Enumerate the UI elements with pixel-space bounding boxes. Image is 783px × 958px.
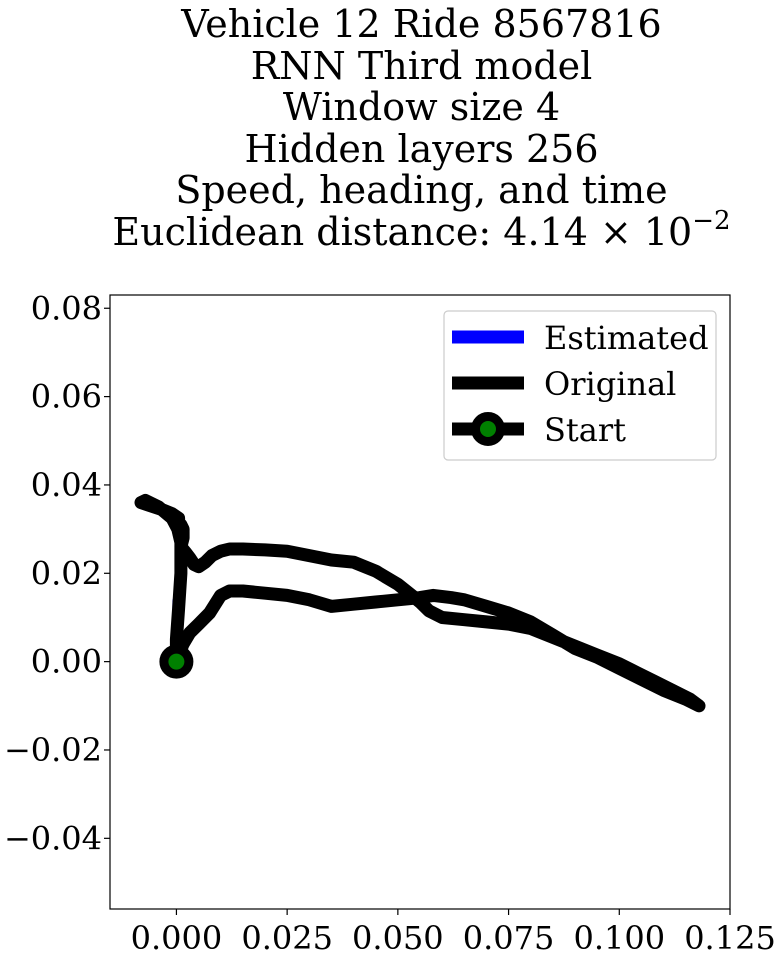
- title-line: Hidden layers 256: [244, 126, 599, 171]
- x-tick-label: 0.100: [573, 919, 665, 957]
- legend-original-label: Original: [544, 365, 676, 403]
- legend-start-label: Start: [544, 411, 626, 449]
- chart-title: Vehicle 12 Ride 8567816 RNN Third model …: [0, 2, 783, 254]
- x-tick-label: 0.075: [463, 919, 555, 957]
- x-tick-label: 0.025: [241, 919, 333, 957]
- title-metric-exponent: −2: [692, 205, 731, 236]
- y-tick-label: 0.00: [31, 643, 102, 681]
- y-tick-label: 0.06: [31, 378, 102, 416]
- x-tick-label: 0.050: [352, 919, 444, 957]
- x-tick-label: 0.125: [684, 919, 776, 957]
- series-layer: [134, 493, 706, 713]
- title-line: Vehicle 12 Ride 8567816: [181, 2, 662, 46]
- y-tick-label: 0.02: [31, 554, 102, 592]
- legend-estimated-label: Estimated: [544, 319, 709, 357]
- title-metric-prefix: Euclidean distance: 4.14 × 10: [112, 209, 693, 254]
- y-tick-label: 0.08: [31, 289, 102, 327]
- title-line: Speed, heading, and time: [175, 168, 668, 212]
- y-tick-label: −0.04: [4, 819, 102, 857]
- title-line: Window size 4: [282, 85, 561, 129]
- x-tick-label: 0.000: [131, 919, 223, 957]
- tick-layer: 0.000 0.025 0.050 0.075 0.100 0.125 −0.04 −0.02…: [4, 289, 776, 957]
- title-metric-line: Euclidean distance: 4.14 × 10−2: [0, 208, 783, 254]
- start-marker: [159, 644, 194, 679]
- original-series-line: [134, 493, 706, 713]
- axes-frame: [109, 294, 731, 910]
- legend: Estimated Original Start: [443, 310, 717, 461]
- legend-start-marker: [471, 412, 505, 446]
- title-line: RNN Third model: [250, 43, 593, 88]
- y-tick-label: −0.02: [4, 731, 102, 769]
- y-tick-label: 0.04: [31, 466, 102, 504]
